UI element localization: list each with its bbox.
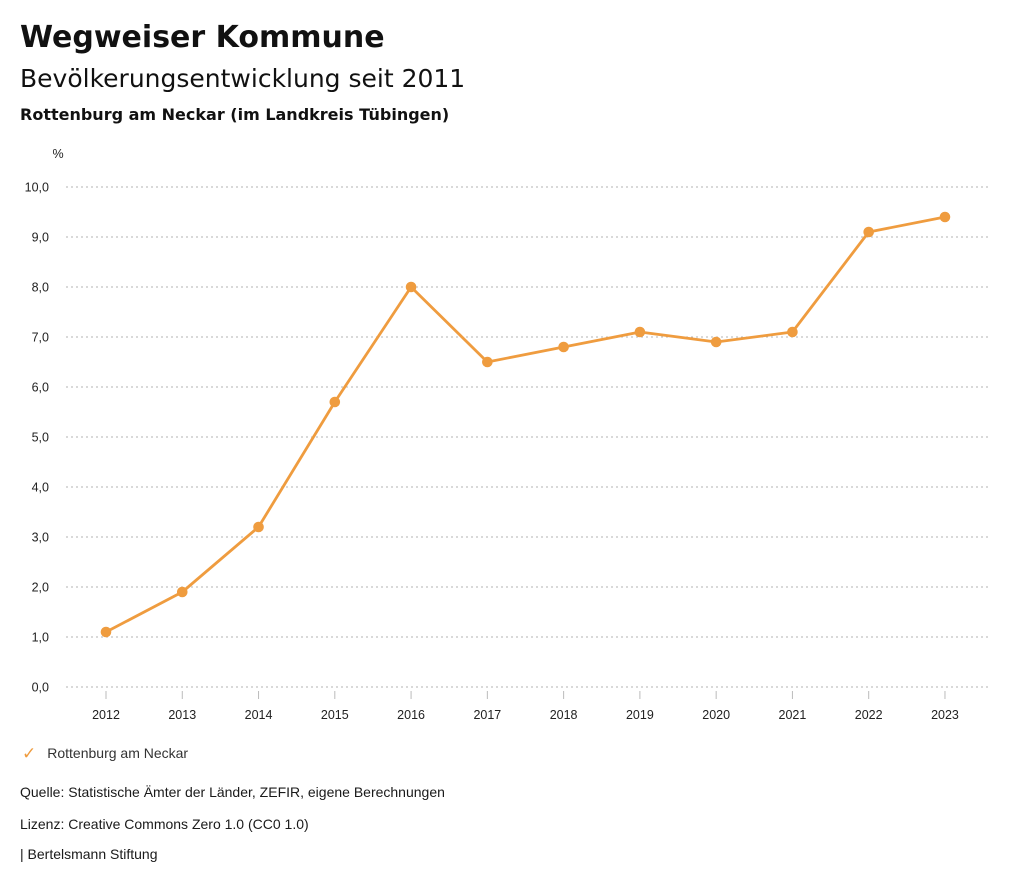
x-tick-label: 2012 (92, 708, 120, 722)
y-tick-label: 5,0 (32, 431, 49, 445)
data-point-2015 (329, 396, 341, 408)
y-tick-label: 3,0 (32, 531, 49, 545)
chart-canvas: % 0,0 1,0 2,0 3,0 4,0 5,0 6,0 7,0 8,0 9,0 10,0 2012 2… (25, 147, 990, 722)
data-point-2014 (253, 521, 264, 533)
brand-text: | Bertelsmann Stiftung (20, 846, 158, 862)
data-point-2023 (939, 211, 951, 223)
x-tick-label: 2017 (473, 708, 501, 722)
license-text: Lizenz: Creative Commons Zero 1.0 (CC0 1… (20, 816, 309, 832)
x-tick-label: 2019 (626, 708, 654, 722)
x-tick-label: 2018 (550, 708, 578, 722)
y-axis-unit-label: % (52, 147, 63, 161)
x-tick-label: 2022 (855, 708, 883, 722)
y-tick-label: 6,0 (32, 381, 49, 395)
chart-title: Bevölkerungsentwicklung seit 2011 (20, 64, 466, 93)
data-point-2021 (787, 326, 798, 338)
data-point-2017 (482, 356, 493, 368)
data-point-2019 (634, 326, 646, 338)
y-tick-label: 2,0 (32, 581, 49, 595)
y-tick-label: 4,0 (32, 481, 49, 495)
x-tick-label: 2016 (397, 708, 425, 722)
data-point-2016 (405, 281, 417, 293)
y-tick-label: 7,0 (32, 331, 49, 345)
y-tick-label: 10,0 (25, 181, 49, 195)
source-text: Quelle: Statistische Ämter der Länder, Z… (20, 784, 445, 800)
x-tick-label: 2013 (168, 708, 196, 722)
x-tick-label: 2023 (931, 708, 959, 722)
x-tick-label: 2020 (702, 708, 730, 722)
region-label: Rottenburg am Neckar (im Landkreis Tübin… (20, 105, 450, 124)
y-tick-label: 9,0 (32, 231, 49, 245)
data-point-2020 (710, 336, 722, 348)
x-tick-label: 2021 (779, 708, 807, 722)
data-point-2012 (100, 626, 112, 638)
y-tick-label: 0,0 (32, 681, 49, 695)
series-line (104, 215, 947, 634)
data-point-2013 (176, 586, 188, 598)
legend-item-rottenburg[interactable]: ✓ Rottenburg am Neckar (22, 744, 188, 762)
legend-label: Rottenburg am Neckar (47, 745, 189, 761)
y-tick-label: 8,0 (32, 281, 49, 295)
data-point-2022 (863, 226, 874, 238)
y-tick-label: 1,0 (32, 631, 49, 645)
x-tick-label: 2015 (321, 708, 349, 722)
page-title: Wegweiser Kommune (20, 20, 385, 55)
check-icon: ✓ (22, 743, 37, 763)
data-point-2018 (558, 341, 569, 353)
x-tick-label: 2014 (245, 708, 273, 722)
